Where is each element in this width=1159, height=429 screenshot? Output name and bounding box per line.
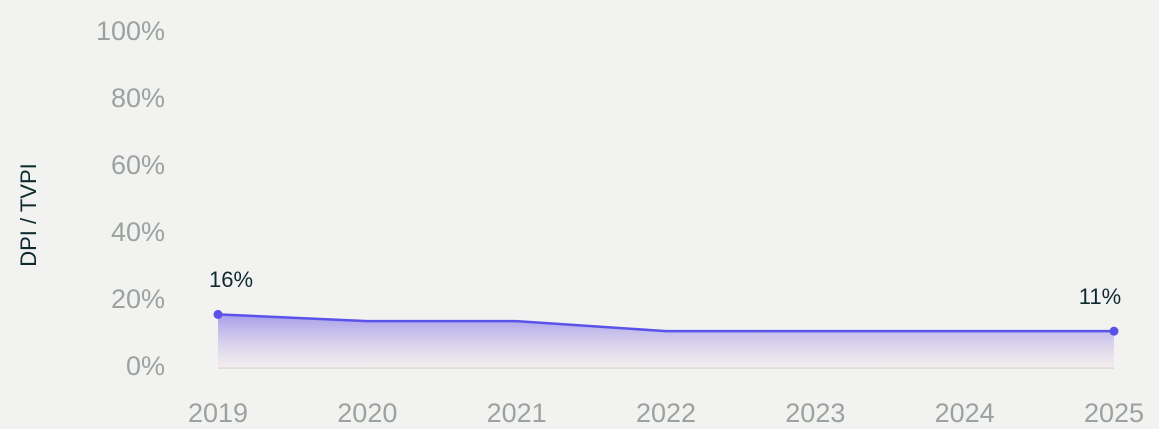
- x-tick-label: 2019: [188, 398, 248, 428]
- value-label: 16%: [209, 267, 253, 292]
- point: [1109, 326, 1119, 336]
- line: [217, 313, 1114, 333]
- y-tick-label: 40%: [111, 217, 165, 247]
- x-tick-label: 2023: [785, 398, 845, 428]
- x-tick-label: 2020: [337, 398, 397, 428]
- y-tick-label: 80%: [111, 83, 165, 113]
- y-tick-label: 100%: [96, 16, 165, 46]
- y-tick-label: 20%: [111, 284, 165, 314]
- area: [218, 314, 1114, 368]
- point: [213, 309, 223, 319]
- y-axis-label: DPI / TVPI: [16, 163, 41, 267]
- x-tick-label: 2024: [935, 398, 995, 428]
- value-label: 11%: [1079, 284, 1121, 309]
- y-tick-label: 0%: [126, 351, 165, 381]
- y-tick-label: 60%: [111, 150, 165, 180]
- x-tick-label: 2022: [636, 398, 696, 428]
- x-tick-label: 2021: [487, 398, 547, 428]
- x-tick-label: 2025: [1084, 398, 1144, 428]
